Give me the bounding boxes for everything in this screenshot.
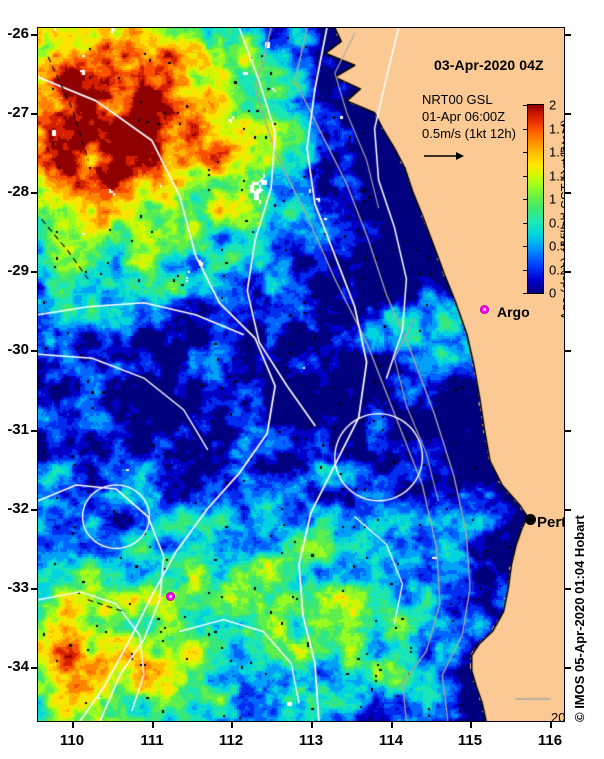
bathymetry-200m-label: 200m [551,710,565,722]
x-tick-mark [231,722,233,728]
map-plot-area[interactable]: 03-Apr-2020 04Z NRT00 GSL 01-Apr 06:00Z … [37,27,565,722]
y-tick-mark [31,34,37,36]
colorbar-tick-label: 0.75 [549,215,564,230]
colorbar-tick-label: 0.5 [549,238,564,254]
x-axis-tick-label: 114 [378,732,404,749]
perth-city-label: Perth [537,514,564,531]
y-tick-mark [31,113,37,115]
colorbar-tick-label: 0.25 [549,262,564,277]
y-tick-mark-right [565,34,571,36]
y-tick-mark-right [565,113,571,115]
colorbar-tick-label: 0 [549,285,557,301]
copyright-credit-text: © IMOS 05-Apr-2020 01:04 Hobart [572,515,587,722]
colorbar-gradient [527,104,544,294]
map-title: 03-Apr-2020 04Z [434,57,544,73]
y-tick-mark-right [565,588,571,590]
y-axis-tick-label: -30 [7,341,29,358]
annotation-line-2: 01-Apr 06:00Z [422,109,506,124]
y-tick-mark [31,350,37,352]
colorbar-tick-mark [523,175,528,177]
x-axis-tick-label: 115 [457,732,483,749]
colorbar-tick-mark [523,128,528,130]
x-tick-mark [72,722,74,728]
colorbar-tick-mark [523,269,528,271]
argo-marker[interactable] [480,305,489,314]
y-axis-tick-label: -26 [7,25,29,42]
perth-city-marker[interactable] [525,514,536,525]
x-tick-mark [470,722,472,728]
y-axis-tick-label: -31 [7,421,29,438]
y-axis-tick-label: -34 [7,658,29,675]
annotation-line-1: NRT00 GSL [422,92,493,107]
y-axis-tick-label: -33 [7,579,29,596]
bathymetry-legend: 200m 1000m [551,710,565,722]
argo-legend-label: Argo [497,304,530,320]
y-tick-mark-right [565,509,571,511]
copyright-credit: © IMOS 05-Apr-2020 01:04 Hobart [572,452,588,722]
colorbar-tick-mark [523,293,528,294]
colorbar-tick-mark [523,222,528,224]
y-tick-mark [31,588,37,590]
colorbar-axis-label-text: Age (days) of filled SST (wrt latest) [558,119,565,320]
x-tick-mark [152,722,154,728]
current-annotation: NRT00 GSL 01-Apr 06:00Z 0.5m/s (1kt 12h) [422,91,516,142]
x-axis-tick-label: 111 [140,732,164,749]
y-axis-tick-label: -27 [7,104,29,121]
y-axis-tick-label: -32 [7,500,29,517]
y-axis-tick-label: -28 [7,183,29,200]
y-tick-mark [31,192,37,194]
x-axis-tick-label: 113 [298,732,324,749]
colorbar-tick-mark [523,199,528,200]
y-tick-mark-right [565,192,571,194]
argo-marker[interactable] [166,592,175,601]
x-axis-tick-label: 110 [59,732,85,749]
y-tick-mark [31,271,37,273]
y-tick-mark [31,430,37,432]
colorbar-tick-label: 2 [549,97,557,113]
x-axis-tick-label: 116 [537,732,563,749]
colorbar-tick-mark [523,105,528,106]
y-tick-mark-right [565,430,571,432]
right-arrow-icon [424,152,464,160]
x-tick-mark [311,722,313,728]
x-axis-tick-label: 112 [218,732,244,749]
y-tick-mark-right [565,350,571,352]
colorbar-tick-label: 1 [549,191,557,207]
colorbar-axis-label: Age (days) of filled SST (wrt latest) [558,104,565,320]
y-tick-mark [31,509,37,511]
colorbar-tick-mark [523,152,528,153]
y-axis-tick-label: -29 [7,262,29,279]
x-tick-mark [391,722,393,728]
annotation-line-3: 0.5m/s (1kt 12h) [422,126,516,141]
y-tick-mark-right [565,667,571,669]
x-tick-mark [550,722,552,728]
colorbar-tick-label: 1.75 [549,121,564,136]
colorbar-tick-label: 1.25 [549,168,564,183]
y-tick-mark [31,667,37,669]
y-tick-mark-right [565,271,571,273]
colorbar: 2 1.75 1.5 1.25 1 0.75 0.5 0.25 0 [523,98,564,301]
sst-age-raster [38,28,564,721]
colorbar-tick-label: 1.5 [549,144,564,160]
colorbar-tick-mark [523,246,528,247]
